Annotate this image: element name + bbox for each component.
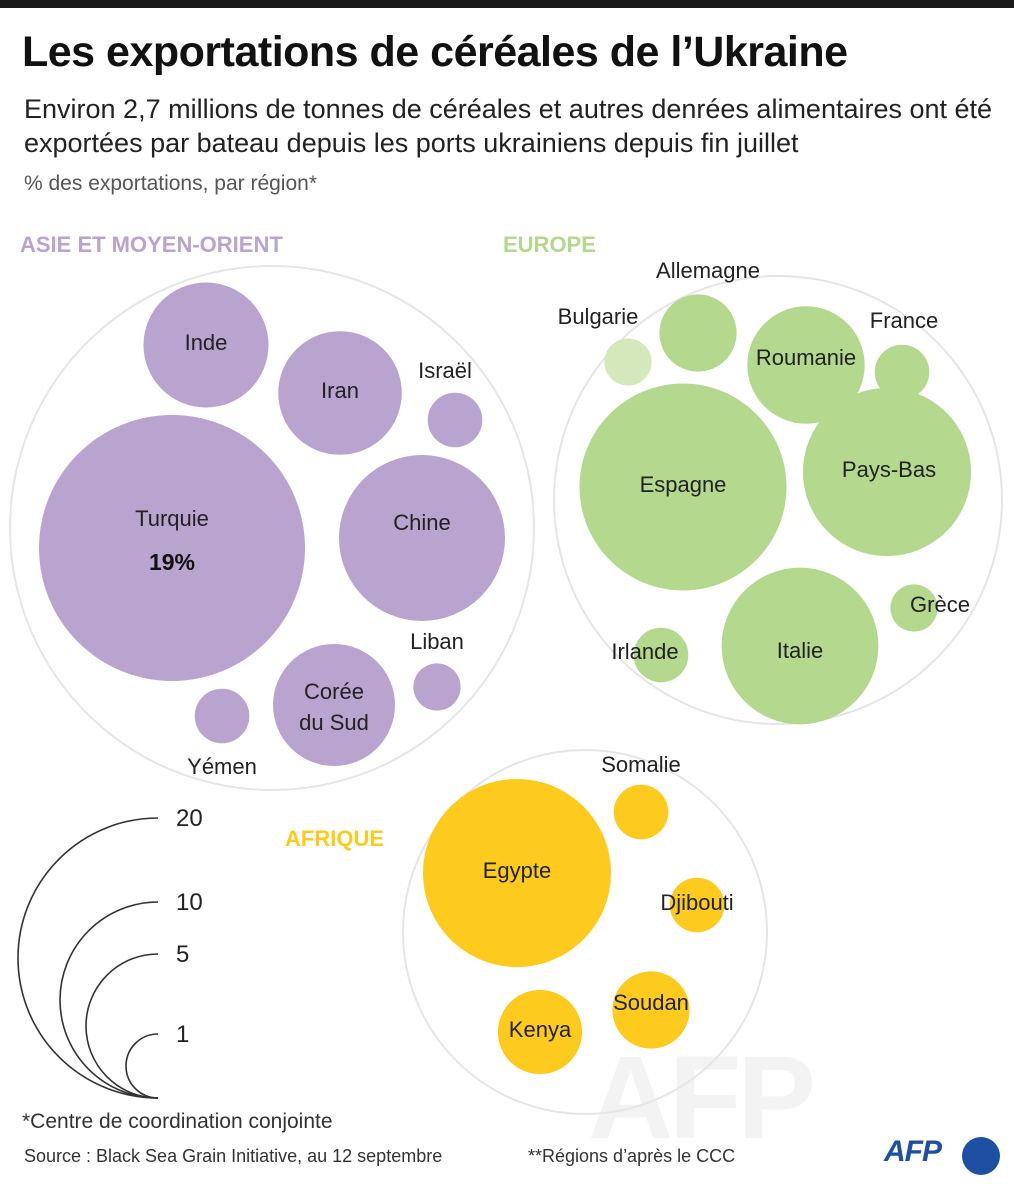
bubble-label-kenya: Kenya [509,1017,572,1042]
bubble-label-liban: Liban [410,629,464,654]
bubble-turquie [39,415,305,681]
bubble-pays-bas [802,387,972,557]
bubble-irlande [633,627,689,683]
footnote: *Centre de coordination conjointe [22,1110,333,1133]
bubble-liban [413,663,461,711]
bubble-label-irlande: Irlande [611,639,678,664]
bubble-coree-du-sud [273,644,395,766]
bubbles-layer: Turquie 19% Chine Inde Iran Corée du Sud Israël… [39,258,972,1075]
legend-arc-20 [17,817,159,1099]
bubble-label-soudan: Soudan [613,990,689,1015]
afp-logo-dot [962,1137,1000,1175]
bubble-france [874,344,930,400]
bubble-italie [721,567,879,725]
group-circle-asia [9,265,535,791]
source-note: Source : Black Sea Grain Initiative, au … [24,1146,443,1166]
bubble-label-france: France [870,308,938,333]
bubble-iran [278,331,402,455]
bubble-espagne [579,383,787,591]
bubble-grece [890,584,938,632]
bubble-label-djibouti: Djibouti [660,890,733,915]
group-circle-europe [553,275,1003,725]
bubble-label-israel: Israël [418,358,472,383]
group-circle-africa [402,749,768,1115]
bubble-kenya [497,989,583,1075]
bubble-label-bulgarie: Bulgarie [558,304,639,329]
size-legend: 20 10 5 1 [17,805,203,1099]
bubble-label-chine: Chine [393,510,450,535]
group-label-africa: AFRIQUE [285,826,384,851]
bubble-egypte [423,779,611,967]
bubble-label-yemen: Yémen [187,754,257,779]
bubble-label-coree-du-sud-line2: du Sud [299,710,369,735]
bubble-roumanie [747,306,865,424]
afp-logo: AFP [884,1135,1000,1175]
bubble-label-pays-bas: Pays-Bas [842,457,936,482]
bubble-yemen [194,688,250,744]
legend-arc-5 [85,953,159,1099]
bubble-value-turquie: 19% [149,549,195,575]
bubble-inde [143,282,269,408]
bubble-label-somalie: Somalie [601,752,680,777]
bubble-allemagne [659,294,737,372]
bubble-chine [339,455,505,621]
chart-title: Les exportations de céréales de l’Ukrain… [22,28,848,76]
bubble-djibouti [669,877,725,933]
afp-watermark: AFP [588,1032,816,1164]
bubble-label-iran: Iran [321,378,359,403]
top-bar [0,0,1014,8]
legend-arc-1 [125,1033,159,1099]
bubble-label-grece: Grèce [910,592,970,617]
regions-note: **Régions d’après le CCC [528,1146,736,1166]
afp-logo-text: AFP [884,1135,942,1168]
unit-label: % des exportations, par région* [24,172,318,195]
legend-arc-10 [59,901,159,1099]
bubble-soudan [612,971,690,1049]
group-label-europe: EUROPE [503,232,596,257]
legend-label-1: 1 [176,1021,189,1048]
bubble-label-turquie: Turquie [135,506,209,531]
bubble-label-roumanie: Roumanie [756,345,856,370]
bubble-somalie [613,784,669,840]
chart-subtitle: Environ 2,7 millions de tonnes de céréal… [24,94,993,158]
bubble-label-espagne: Espagne [640,472,727,497]
legend-label-20: 20 [176,805,203,832]
bubble-label-egypte: Egypte [483,858,552,883]
group-label-asia: ASIE ET MOYEN-ORIENT [20,232,283,257]
legend-label-10: 10 [176,889,203,916]
bubble-label-italie: Italie [777,638,823,663]
legend-label-5: 5 [176,941,189,968]
bubble-label-coree-du-sud-line1: Corée [304,679,364,704]
bubble-bulgarie [604,338,652,386]
bubble-label-allemagne: Allemagne [656,258,760,283]
bubble-israel [427,392,483,448]
bubble-label-inde: Inde [185,330,228,355]
